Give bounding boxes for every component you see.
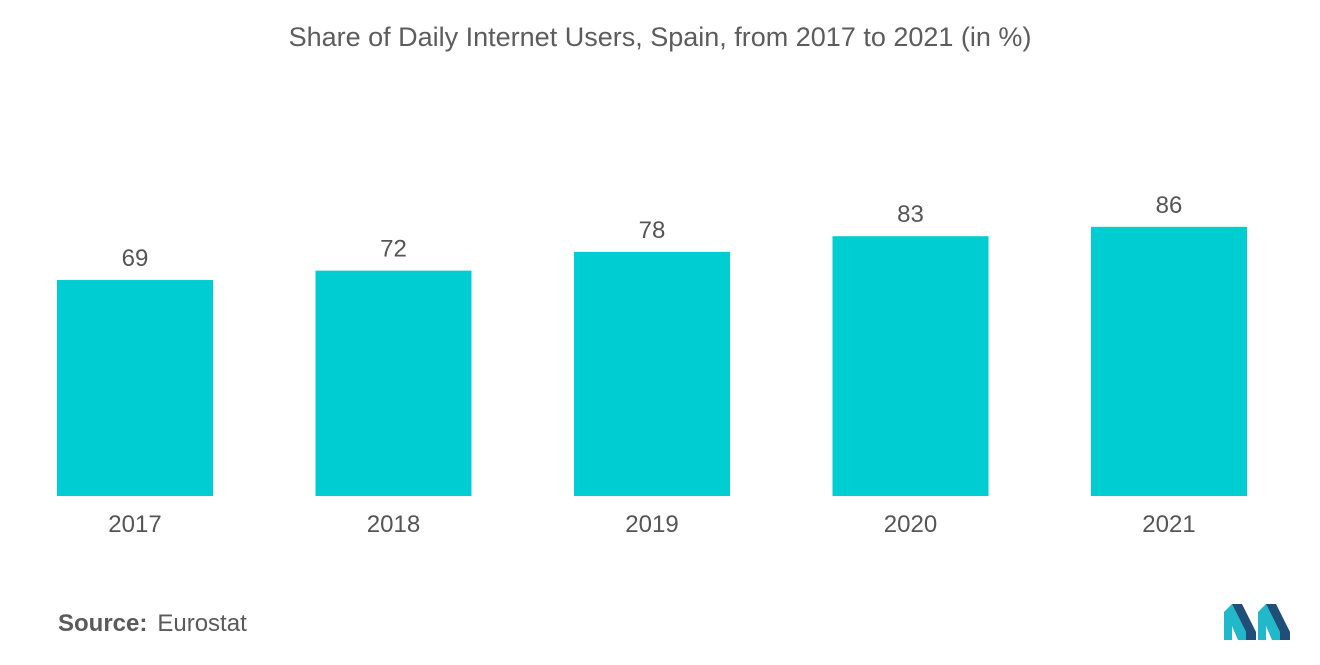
bar-2018 xyxy=(315,270,472,496)
bar-2021 xyxy=(1091,226,1247,496)
x-tick-label-2020: 2020 xyxy=(884,511,937,538)
x-tick-label-2018: 2018 xyxy=(367,511,420,538)
brand-logo-icon xyxy=(1224,604,1290,640)
source-note: Source: Eurostat xyxy=(58,610,247,638)
bar-2020 xyxy=(832,236,989,496)
data-label-2017: 69 xyxy=(122,245,149,272)
x-tick-label-2021: 2021 xyxy=(1142,511,1195,538)
x-tick-label-2017: 2017 xyxy=(108,511,161,538)
data-label-2018: 72 xyxy=(380,236,407,263)
source-label: Source: xyxy=(58,610,148,637)
data-label-2020: 83 xyxy=(897,201,924,228)
source-value: Eurostat xyxy=(157,610,247,637)
x-tick-label-2019: 2019 xyxy=(625,511,678,538)
bar-2019 xyxy=(574,251,730,496)
chart-title: Share of Daily Internet Users, Spain, fr… xyxy=(288,22,1032,52)
data-label-2019: 78 xyxy=(639,217,666,244)
data-label-2021: 86 xyxy=(1156,192,1183,219)
bar-2017 xyxy=(57,280,213,496)
